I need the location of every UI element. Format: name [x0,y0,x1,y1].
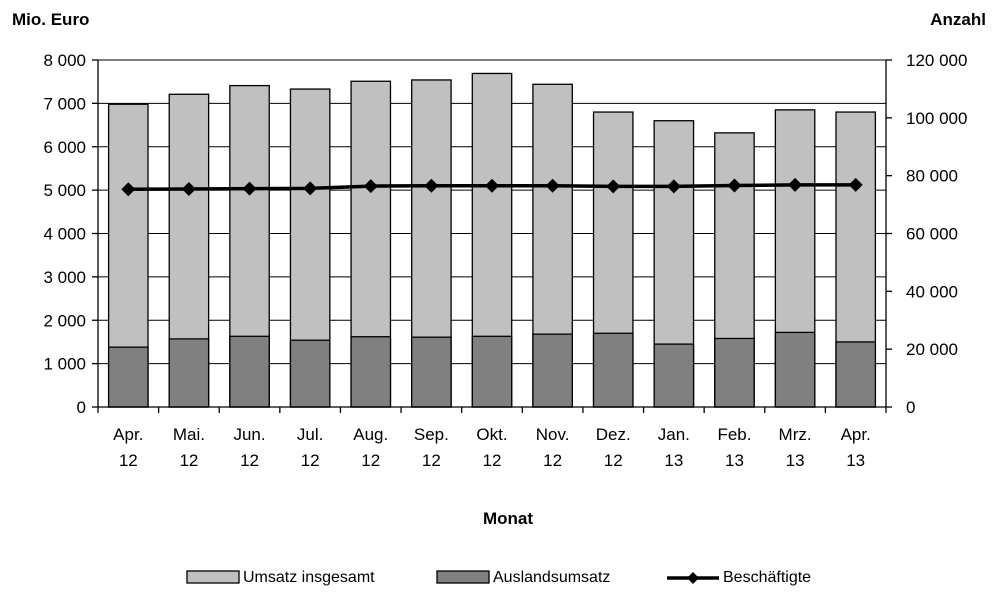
bar-auslandsumsatz [835,341,877,408]
bar-auslandsumsatz [350,336,392,408]
legend-swatch-umsatz-insgesamt [186,570,240,584]
x-tick-label-year: 13 [664,451,683,470]
x-tick-label-month: Nov. [536,425,570,444]
x-tick-label-month: Apr. [841,425,871,444]
x-tick-label-year: 13 [846,451,865,470]
right-tick-label: 60 000 [906,225,958,244]
x-tick-label-month: Jan. [658,425,690,444]
marker-beschaeftigte [545,178,560,193]
right-tick-label: 100 000 [906,109,967,128]
plot-area: 0 1 000 2 000 3 000 4 000 5 000 6 000 7 000 8 00… [43,51,967,470]
right-tick-label: 20 000 [906,340,958,359]
marker-beschaeftigte [666,179,681,194]
left-tick-label: 0 [77,398,86,417]
x-tick-label-year: 12 [422,451,441,470]
x-tick-label-year: 12 [483,451,502,470]
legend: Umsatz insgesamt Auslandsumsatz Beschäftig… [186,569,811,586]
marker-beschaeftigte [181,181,196,196]
left-tick-label: 3 000 [43,268,86,287]
marker-beschaeftigte [303,181,318,196]
bar-auslandsumsatz [289,339,331,408]
x-axis-title: Monat [483,509,533,528]
marker-beschaeftigte [424,178,439,193]
left-tick-label: 5 000 [43,181,86,200]
marker-beschaeftigte [848,177,863,192]
marker-beschaeftigte [485,178,499,193]
legend-label-beschaeftigte: Beschäftigte [723,569,811,586]
x-tick-label-year: 12 [240,451,259,470]
x-tick-label-year: 13 [786,451,805,470]
marker-beschaeftigte [788,177,803,192]
left-tick-label: 7 000 [43,94,86,113]
right-tick-label: 0 [906,398,915,417]
x-tick-label-month: Jun. [233,425,265,444]
x-tick-label-year: 13 [725,451,744,470]
x-tick-label-month: Sep. [414,425,449,444]
bar-auslandsumsatz [714,337,755,408]
left-axis-title: Mio. Euro [12,10,89,29]
x-tick-label-year: 12 [301,451,320,470]
bar-auslandsumsatz [411,336,452,408]
bar-auslandsumsatz [592,332,634,408]
x-tick-label-month: Feb. [717,425,751,444]
x-tick-label-year: 12 [119,451,138,470]
bar-auslandsumsatz [653,343,695,408]
x-tick-label-month: Mai. [173,425,205,444]
left-tick-label: 8 000 [43,51,86,70]
x-tick-label-year: 12 [543,451,562,470]
right-tick-label: 120 000 [906,51,967,70]
bar-auslandsumsatz [471,335,513,408]
x-tick-label-month: Mrz. [779,425,812,444]
right-axis-title: Anzahl [930,10,986,29]
bar-auslandsumsatz [774,331,816,408]
bar-auslandsumsatz [229,335,270,408]
left-tick-label: 4 000 [43,225,86,244]
bar-auslandsumsatz [107,346,149,408]
left-tick-label: 2 000 [43,311,86,330]
x-tick-label-month: Apr. [113,425,143,444]
legend-swatch-auslandsumsatz [436,570,490,584]
left-tick-label: 6 000 [43,138,86,157]
marker-beschaeftigte [363,179,378,194]
x-tick-label-month: Dez. [596,425,631,444]
legend-swatch-marker-beschaeftigte [687,572,699,584]
x-tick-label-month: Jul. [297,425,323,444]
marker-beschaeftigte [606,179,621,194]
marker-beschaeftigte [121,182,136,197]
x-tick-label-year: 12 [361,451,380,470]
left-tick-label: 1 000 [43,355,86,374]
x-tick-label-month: Aug. [353,425,388,444]
marker-beschaeftigte [727,178,742,193]
bar-auslandsumsatz [532,333,573,408]
legend-label-umsatz-insgesamt: Umsatz insgesamt [243,569,375,586]
right-tick-label: 80 000 [906,167,958,186]
x-tick-label-year: 12 [604,451,623,470]
bar-auslandsumsatz [168,338,210,408]
legend-label-auslandsumsatz: Auslandsumsatz [493,569,610,586]
marker-beschaeftigte [242,181,257,196]
x-tick-label-year: 12 [179,451,198,470]
right-tick-label: 40 000 [906,282,958,301]
x-tick-label-month: Okt. [476,425,507,444]
